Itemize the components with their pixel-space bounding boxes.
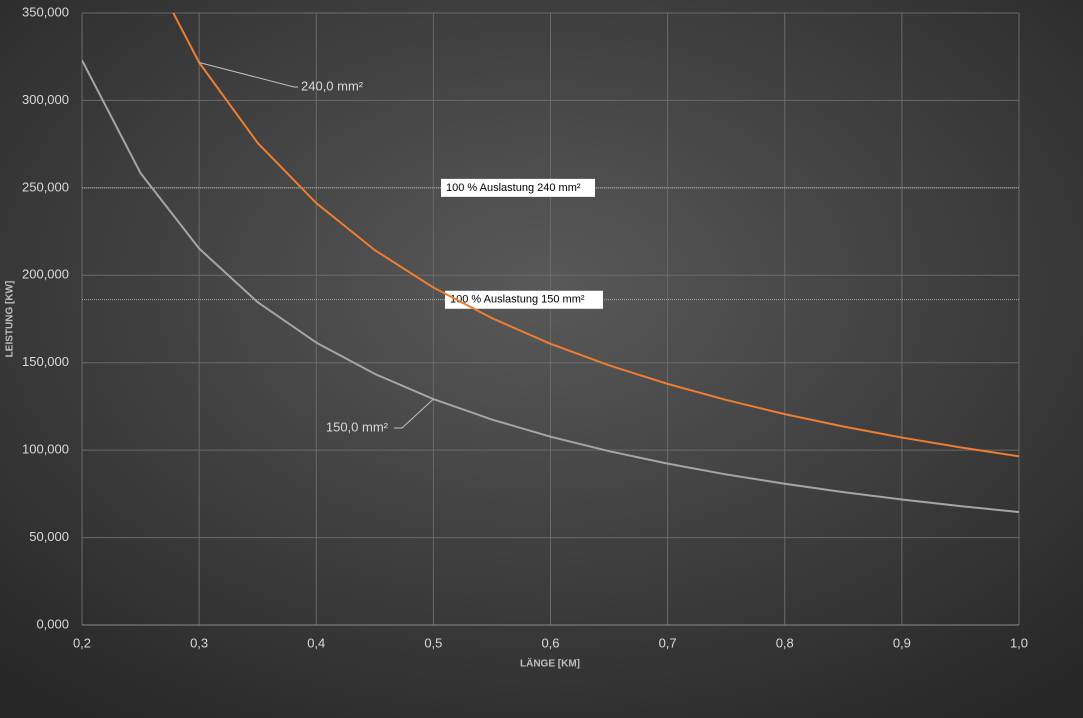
x-tick-label: 0,8 [776, 635, 794, 650]
leader-line [198, 62, 298, 88]
y-tick-label: 200,000 [22, 267, 69, 282]
series-label: 240,0 mm² [301, 78, 364, 93]
y-axis-title: LEISTUNG [KW] [5, 281, 16, 358]
x-tick-label: 0,5 [424, 635, 442, 650]
annotation: 100 % Auslastung 240 mm² [446, 182, 581, 194]
x-tick-label: 1,0 [1010, 635, 1028, 650]
y-tick-label: 150,000 [22, 354, 69, 369]
x-tick-label: 0,9 [893, 635, 911, 650]
y-tick-label: 350,000 [22, 4, 69, 19]
x-tick-label: 0,3 [190, 635, 208, 650]
y-tick-label: 50,000 [29, 529, 69, 544]
y-tick-label: 300,000 [22, 92, 69, 107]
annotation-box [445, 290, 603, 309]
series-line [172, 13, 1019, 458]
x-axis-title: LÄNGE [KM] [520, 657, 580, 670]
y-tick-label: 100,000 [22, 442, 69, 457]
x-tick-label: 0,4 [307, 635, 325, 650]
y-tick-label: 0,000 [36, 616, 69, 631]
series-label: 150,0 mm² [326, 419, 389, 434]
y-tick-label: 250,000 [22, 179, 69, 194]
series-line [82, 59, 1019, 514]
annotation-box [441, 178, 595, 197]
annotation: 100 % Auslastung 150 mm² [450, 294, 585, 306]
leader-line [394, 398, 434, 429]
x-tick-label: 0,7 [659, 635, 677, 650]
x-tick-label: 0,2 [73, 635, 91, 650]
x-tick-label: 0,6 [541, 635, 559, 650]
